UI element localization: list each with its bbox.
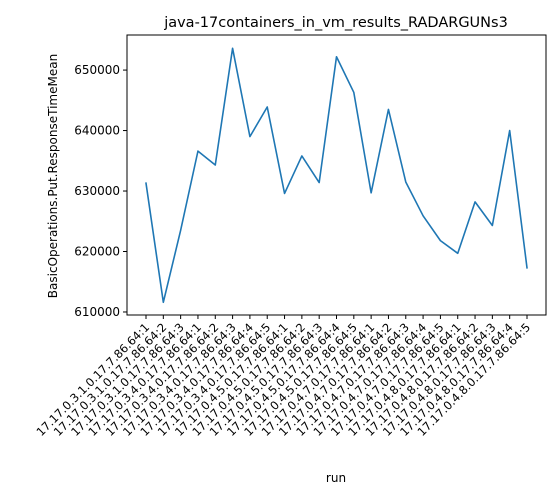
y-axis-label: BasicOperations.Put.ResponseTimeMean xyxy=(46,54,60,298)
y-tick-label: 650000 xyxy=(74,63,120,77)
x-axis-label: run xyxy=(326,471,346,485)
series-line xyxy=(145,47,528,304)
x-axis: 17.17.0.3.1.0.17.7.86.64:117.17.0.3.1.0.… xyxy=(33,315,533,439)
y-tick-label: 630000 xyxy=(74,184,120,198)
y-axis: 610000 620000 630000 640000 650000 xyxy=(74,63,127,319)
y-tick-label: 610000 xyxy=(74,305,120,319)
y-tick-label: 640000 xyxy=(74,124,120,138)
plot-area xyxy=(126,34,547,316)
plot-frame xyxy=(126,34,547,316)
y-tick-label: 620000 xyxy=(74,245,120,259)
chart-title: java-17containers_in_vm_results_RADARGUN… xyxy=(163,15,508,31)
